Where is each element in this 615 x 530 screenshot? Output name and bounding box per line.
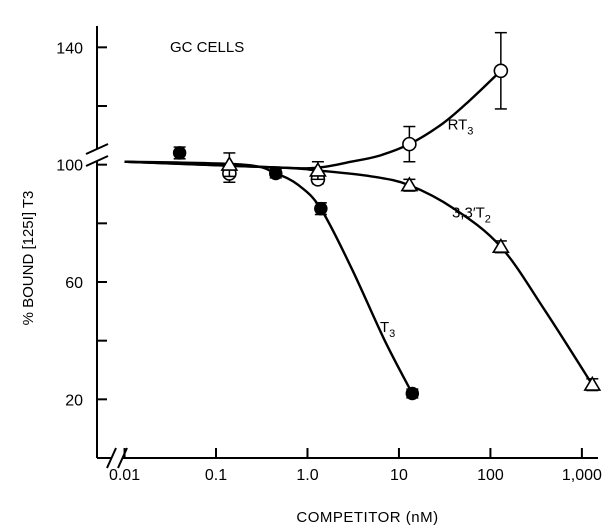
data-point-33T2	[400, 176, 419, 192]
filled-circle-marker	[314, 201, 328, 216]
open-triangle-marker	[491, 238, 510, 253]
series-label-33T2: 3,3′T2	[452, 204, 491, 225]
y-tick-label: 140	[56, 40, 83, 57]
x-tick-label: 1,000	[562, 467, 602, 484]
x-axis-break-mark	[106, 447, 117, 469]
axes: 20 60 100 140 0.01 0.1 1.0 10 100 1,000	[56, 26, 602, 484]
open-circle-marker	[402, 136, 417, 152]
x-tick-label: 1.0	[296, 467, 318, 484]
y-tick-label: 60	[65, 275, 83, 292]
y-axis-title: % BOUND [125I] T3	[20, 191, 37, 326]
open-triangle-marker	[400, 176, 419, 192]
x-tick-label: 100	[477, 467, 504, 484]
x-axis-title: COMPETITOR (nM)	[296, 509, 438, 526]
x-tick-label: 0.1	[205, 467, 227, 484]
y-axis-break-mark	[85, 143, 109, 155]
data-point-RT3	[402, 125, 417, 163]
data-point-RT3	[493, 31, 509, 110]
filled-circle-marker	[405, 386, 420, 401]
data-point-33T2	[220, 152, 239, 178]
y-tick-label: 20	[65, 392, 83, 409]
x-tick-label: 10	[390, 467, 408, 484]
y-tick-label: 100	[56, 158, 83, 175]
chart-title: GC CELLS	[170, 39, 244, 56]
data-point-33T2	[308, 160, 327, 181]
data-point-T3	[269, 166, 283, 181]
y-axis-break-mark	[85, 155, 109, 167]
data-point-T3	[172, 146, 187, 160]
series-label-T3: T3	[380, 319, 395, 340]
data-point-33T2	[583, 375, 602, 392]
series-curve-33T2	[124, 160, 594, 386]
data-point-T3	[405, 386, 420, 401]
open-triangle-marker	[220, 155, 239, 171]
open-circle-marker	[493, 63, 509, 79]
labels: COMPETITOR (nM) % BOUND [125I] T3 GC CELLS…	[20, 39, 491, 526]
series-curve-T3	[124, 160, 414, 395]
data-point-T3	[314, 201, 328, 216]
curves	[124, 69, 594, 395]
data-points	[172, 31, 602, 401]
series-label-RT3: RT3	[448, 116, 474, 137]
filled-circle-marker	[269, 166, 283, 181]
filled-circle-marker	[172, 146, 187, 160]
x-tick-label: 0.01	[109, 467, 140, 484]
open-triangle-marker	[308, 161, 327, 177]
data-point-33T2	[491, 238, 510, 254]
open-triangle-marker	[583, 375, 602, 391]
